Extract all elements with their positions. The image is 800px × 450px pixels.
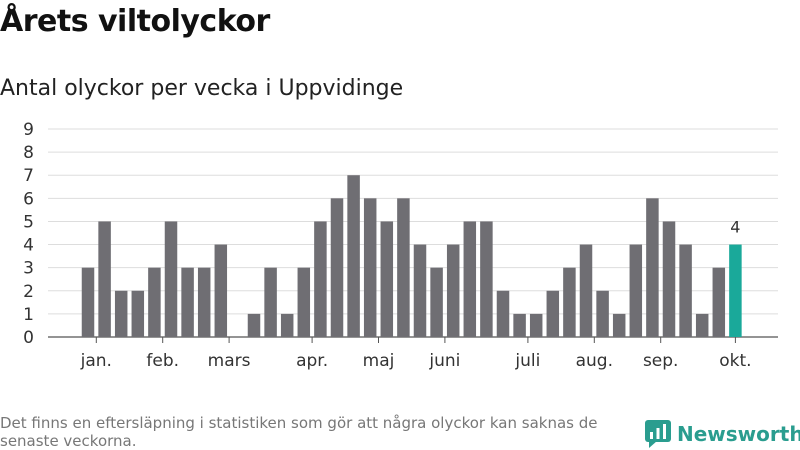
bar: [214, 244, 228, 337]
x-tick-label: juni: [428, 351, 460, 371]
x-tick-label: aug.: [576, 351, 613, 371]
bar: [480, 221, 493, 337]
y-tick-label: 5: [23, 212, 34, 232]
x-tick-label: apr.: [296, 351, 328, 371]
bar: [363, 198, 377, 337]
bar: [513, 313, 526, 337]
data-label: 4: [730, 218, 740, 237]
bar: [646, 198, 659, 337]
bar: [397, 198, 410, 337]
y-tick-label: 4: [23, 236, 34, 256]
x-tick-label: sep.: [643, 351, 679, 371]
chart-subtitle: Antal olyckor per vecka i Uppvidinge: [0, 76, 404, 101]
bar: [413, 244, 427, 337]
bar: [380, 221, 394, 337]
bar: [247, 313, 261, 337]
y-tick-label: 3: [23, 259, 34, 279]
y-tick-label: 7: [23, 166, 34, 186]
bar: [679, 244, 692, 337]
y-tick-label: 2: [23, 282, 34, 302]
brand-logo[interactable]: Newsworthy: [645, 420, 800, 448]
bar: [695, 313, 709, 337]
y-tick-label: 1: [23, 305, 34, 325]
bar: [629, 244, 643, 337]
bar: [314, 221, 327, 337]
bar: [546, 290, 560, 337]
x-tick-label: mars: [208, 351, 251, 371]
brand-name: Newsworthy: [677, 422, 800, 446]
footnote: Det finns en eftersläpning i statistiken…: [0, 414, 598, 450]
bar: [612, 313, 626, 337]
bar-chart: 0 1 2 3 4 5 6 7 8 9 4 jan. feb. mars apr. maj juni juli au…: [23, 120, 778, 371]
x-tick-label: juli: [514, 351, 540, 371]
bar: [81, 267, 95, 337]
bar: [197, 267, 211, 337]
bar: [463, 221, 477, 337]
bar: [446, 244, 460, 337]
bar: [430, 267, 443, 337]
chart-title: Årets viltolyckor: [0, 4, 270, 39]
bar: [712, 267, 726, 337]
bar: [297, 267, 311, 337]
bar: [114, 290, 128, 337]
y-tick-label: 8: [23, 143, 34, 163]
bar: [131, 290, 145, 337]
bar: [181, 267, 194, 337]
bar: [347, 175, 360, 337]
x-tick-label: feb.: [146, 351, 179, 371]
x-tick-label: maj: [363, 351, 395, 371]
bar: [330, 198, 344, 337]
bar: [496, 290, 510, 337]
bar: [662, 221, 676, 337]
bar: [98, 221, 111, 337]
x-tick-label: okt.: [719, 351, 751, 371]
y-tick-label: 0: [23, 328, 34, 348]
bar: [579, 244, 593, 337]
bar: [264, 267, 277, 337]
bar: [529, 313, 543, 337]
bar: [596, 290, 609, 337]
y-tick-label: 9: [23, 120, 34, 140]
bar: [563, 267, 576, 337]
y-tick-label: 6: [23, 189, 34, 209]
bar: [164, 221, 178, 337]
bar: [280, 313, 294, 337]
bar: [148, 267, 161, 337]
bar: [729, 244, 742, 337]
bar-chart-speech-bubble-icon: [645, 420, 671, 448]
x-tick-label: jan.: [80, 351, 112, 371]
